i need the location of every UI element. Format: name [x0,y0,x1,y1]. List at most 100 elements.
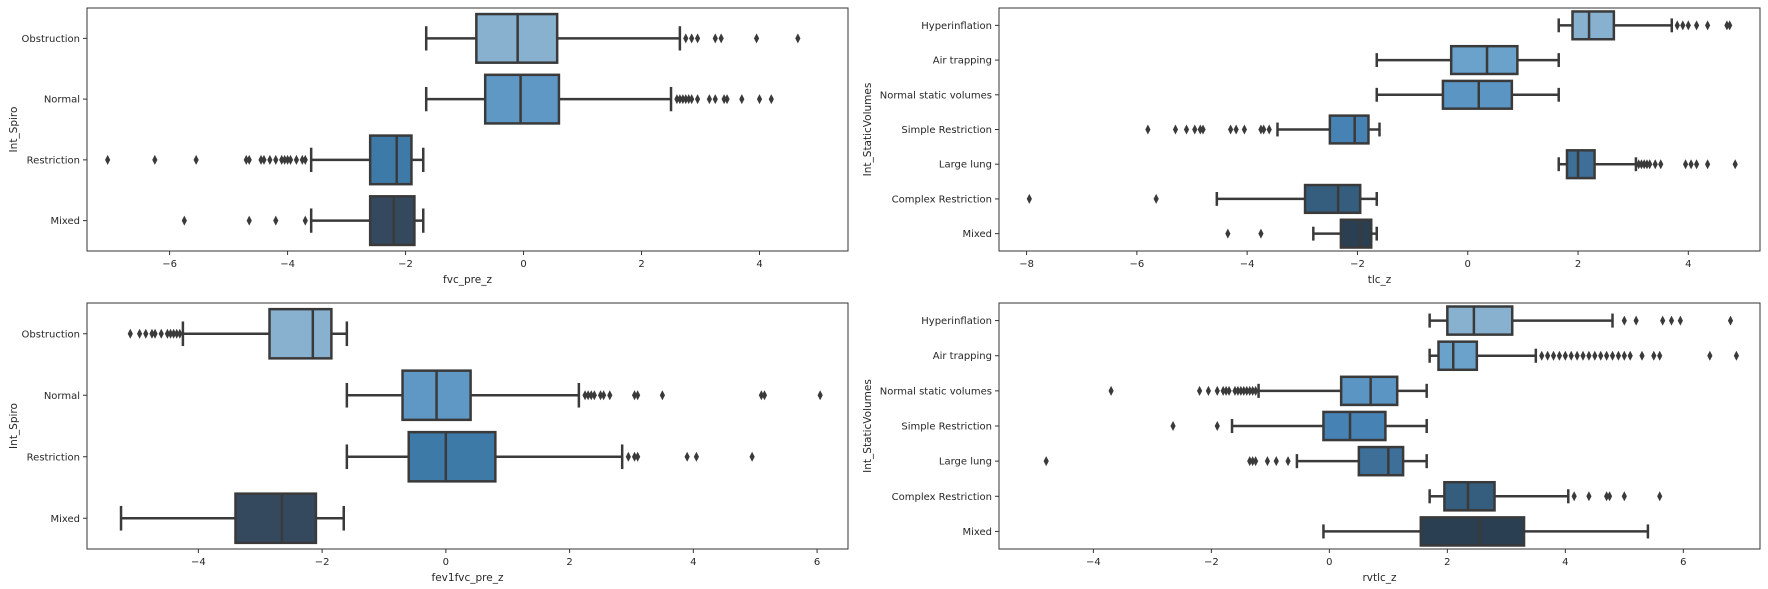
outlier-point [1192,124,1198,135]
x-tick-label: −4 [1240,259,1255,270]
x-tick-label: −2 [315,557,330,568]
outlier-point [1658,159,1664,170]
outlier-point [1657,350,1663,361]
x-tick-label: −4 [1086,557,1101,568]
outlier-point [1598,350,1604,361]
outlier-point [171,328,177,339]
box [1565,149,1596,180]
outlier-point [1586,491,1592,502]
outlier-point [1261,124,1267,135]
outlier-point [689,33,695,44]
outlier-point [721,94,727,105]
y-tick-label: Simple Restriction [901,422,992,433]
box [407,430,497,483]
outlier-point [1214,421,1220,431]
box [483,73,561,125]
box [1443,480,1496,512]
box-group [127,307,349,360]
outlier-point [1571,491,1577,502]
x-tick-label: 4 [1685,259,1691,270]
y-tick-label: Hyperinflation [921,316,992,327]
y-tick-label: Complex Restriction [892,492,992,503]
outlier-point [635,451,641,462]
outlier-point [677,94,683,105]
x-tick-label: 4 [690,557,696,568]
outlier-point [1205,385,1212,396]
outlier-point [1732,159,1738,170]
outlier-point [683,33,689,44]
plot-frame [998,302,1761,550]
outlier-point [694,33,701,44]
outlier-point [279,154,285,165]
outlier-point [686,94,692,105]
outlier-point [585,390,591,401]
y-axis-label: Int_StaticVolumes [862,379,874,473]
box-group [345,430,755,483]
x-tick-label: −2 [1350,259,1365,270]
outlier-point [1580,350,1586,361]
outlier-point [258,154,264,165]
outlier-point [1250,385,1256,396]
x-tick-label: −6 [1129,259,1144,270]
y-tick-label: Normal static volumes [880,386,992,397]
outlier-point [706,94,712,105]
outlier-point [1172,124,1179,135]
outlier-point [1026,193,1032,204]
y-tick-label: Mixed [50,514,80,525]
y-tick-label: Air trapping [933,56,992,67]
outlier-point [1586,350,1592,361]
outlier-point [1604,350,1610,361]
outlier-point [1644,159,1650,170]
y-tick-label: Complex Restriction [892,194,992,205]
x-tick-label: 0 [1465,259,1471,270]
y-tick-label: Mixed [962,527,992,538]
y-tick-label: Normal static volumes [880,90,992,101]
y-tick-label: Normal [44,95,80,106]
outlier-point [1727,315,1734,326]
outlier-point [1220,385,1226,396]
outlier-point [1197,124,1203,135]
outlier-point [1627,350,1633,361]
outlier-point [1660,315,1666,326]
outlier-point [1727,20,1733,31]
box [1339,375,1399,407]
outlier-point [1651,350,1657,361]
outlier-point [1562,350,1568,361]
box-group [1322,516,1650,547]
outlier-point [105,154,111,165]
outlier-point [152,328,158,339]
outlier-point [635,390,641,401]
outlier-point [712,94,718,105]
outlier-point [1153,193,1159,204]
x-tick-label: 2 [566,557,572,568]
outlier-point [1609,350,1616,361]
x-tick-label: 2 [1575,259,1581,270]
outlier-point [1244,385,1250,396]
outlier-point [689,94,695,105]
outlier-point [1633,315,1639,326]
outlier-point [1668,315,1675,326]
outlier-point [1621,350,1627,361]
x-tick-label: −2 [1204,557,1219,568]
chart-panel-3: −4 −2 0 2 4 6 Obstruction Normal Restriction Mixe… [8,302,849,584]
outlier-point [1680,20,1686,31]
outlier-point [1247,456,1253,467]
box [268,307,333,360]
box-group [1026,183,1378,215]
outlier-point [1145,124,1151,135]
outlier-point [1238,385,1244,396]
outlier-point [659,390,665,401]
y-tick-label: Normal [44,391,80,402]
x-tick-label: 6 [814,557,820,568]
outlier-point [607,390,613,401]
outlier-point [749,451,755,462]
outlier-point [1253,456,1259,467]
y-axis-label: Int_StaticVolumes [862,83,874,177]
outlier-point [1108,385,1114,396]
box-group [345,369,823,422]
outlier-point [1568,350,1574,361]
outlier-point [739,94,745,105]
outlier-point [1225,228,1231,239]
box [1449,44,1519,76]
outlier-point [273,215,279,226]
